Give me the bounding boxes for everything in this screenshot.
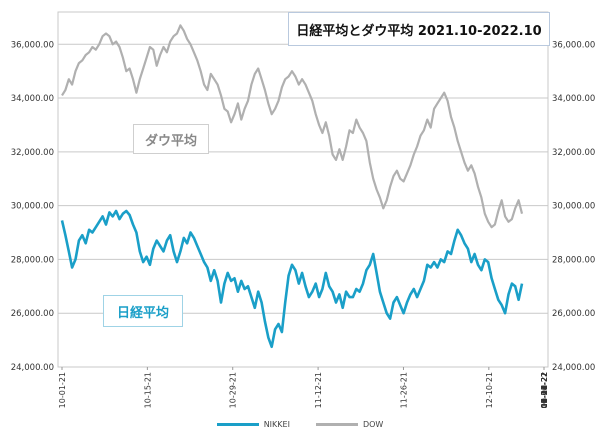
y-tick-label-right: 32,000.00 [552, 148, 595, 158]
y-tick-label-right: 26,000.00 [552, 309, 595, 319]
x-tick-label: 07-08-22 [540, 372, 549, 408]
legend-item-nikkei: NIKKEI [216, 420, 290, 429]
y-tick-label-right: 34,000.00 [552, 94, 595, 104]
x-tick-label: 10-14-22 [540, 372, 549, 408]
legend-swatch-nikkei [216, 423, 259, 426]
x-tick-label: 01-21-22 [540, 372, 549, 408]
x-tick-label: 06-24-22 [540, 372, 549, 408]
x-tick-label: 03-18-22 [540, 372, 549, 408]
series-group [60, 24, 524, 349]
x-tick-label: 05-27-22 [540, 372, 549, 408]
x-tick-label: 08-05-22 [540, 372, 549, 408]
y-tick-label-left: 34,000.00 [11, 94, 54, 104]
nikkei-annotation: 日経平均 [103, 295, 183, 327]
y-tick-label-left: 26,000.00 [11, 309, 54, 319]
x-tick-label: 10-15-21 [143, 372, 152, 408]
legend-swatch-dow [315, 423, 358, 426]
x-tick-label: 05-13-22 [540, 372, 549, 408]
y-axis-left: 24,000.00 26,000.00 28,000.00 30,000.00 32,0… [11, 40, 54, 373]
y-tick-label-left: 32,000.00 [11, 148, 54, 158]
x-tick-label: 04-29-22 [540, 372, 549, 408]
x-tick-label: 09-02-22 [540, 372, 549, 408]
x-tick-label: 12-24-21 [540, 372, 549, 408]
x-tick-label: 06-10-22 [540, 372, 549, 408]
x-tick-label: 11-26-21 [399, 372, 408, 408]
x-tick-label: 10-01-21 [58, 372, 67, 408]
x-tick-label: 08-19-22 [540, 372, 549, 408]
y-tick-label-right: 36,000.00 [552, 40, 595, 50]
legend-item-dow: DOW [315, 420, 384, 429]
x-tick-label: 03-04-22 [540, 372, 549, 408]
x-tick-label: 10-28-22 [540, 372, 549, 408]
x-tick-label: 02-18-22 [540, 372, 549, 408]
chart-title: 日経平均とダウ平均 2021.10-2022.10 [288, 12, 550, 46]
x-tick-label: 07-22-22 [540, 372, 549, 408]
y-tick-label-left: 24,000.00 [11, 363, 54, 373]
y-tick-label-left: 30,000.00 [11, 202, 54, 212]
x-tick-label: 04-01-22 [540, 372, 549, 408]
x-tick-label: 09-16-22 [540, 372, 549, 408]
legend: NIKKEI DOW [0, 420, 600, 429]
x-axis: 10-01-21 10-15-21 10-29-21 11-12-21 11-26-21… [58, 367, 549, 408]
series-line-nikkei [60, 209, 524, 349]
x-tick-label: 12-10-21 [485, 372, 494, 408]
legend-label-dow: DOW [362, 420, 384, 429]
x-tick-label: 01-07-22 [540, 372, 549, 408]
x-tick-label: 11-12-21 [314, 372, 323, 408]
x-tick-label: 04-15-22 [540, 372, 549, 408]
y-tick-label-right: 28,000.00 [552, 255, 595, 265]
dow-annotation: ダウ平均 [133, 124, 209, 154]
x-tick-label: 02-04-22 [540, 372, 549, 408]
legend-label-nikkei: NIKKEI [263, 420, 290, 429]
y-tick-label-right: 24,000.00 [552, 363, 595, 373]
x-tick-label: 09-30-22 [540, 372, 549, 408]
y-axis-right: 24,000.00 26,000.00 28,000.00 30,000.00 32,0… [552, 40, 595, 373]
series-line-dow [61, 24, 524, 229]
y-tick-label-left: 36,000.00 [11, 40, 54, 50]
y-tick-label-left: 28,000.00 [11, 255, 54, 265]
x-tick-label: 10-29-21 [229, 372, 238, 408]
y-tick-label-right: 30,000.00 [552, 202, 595, 212]
